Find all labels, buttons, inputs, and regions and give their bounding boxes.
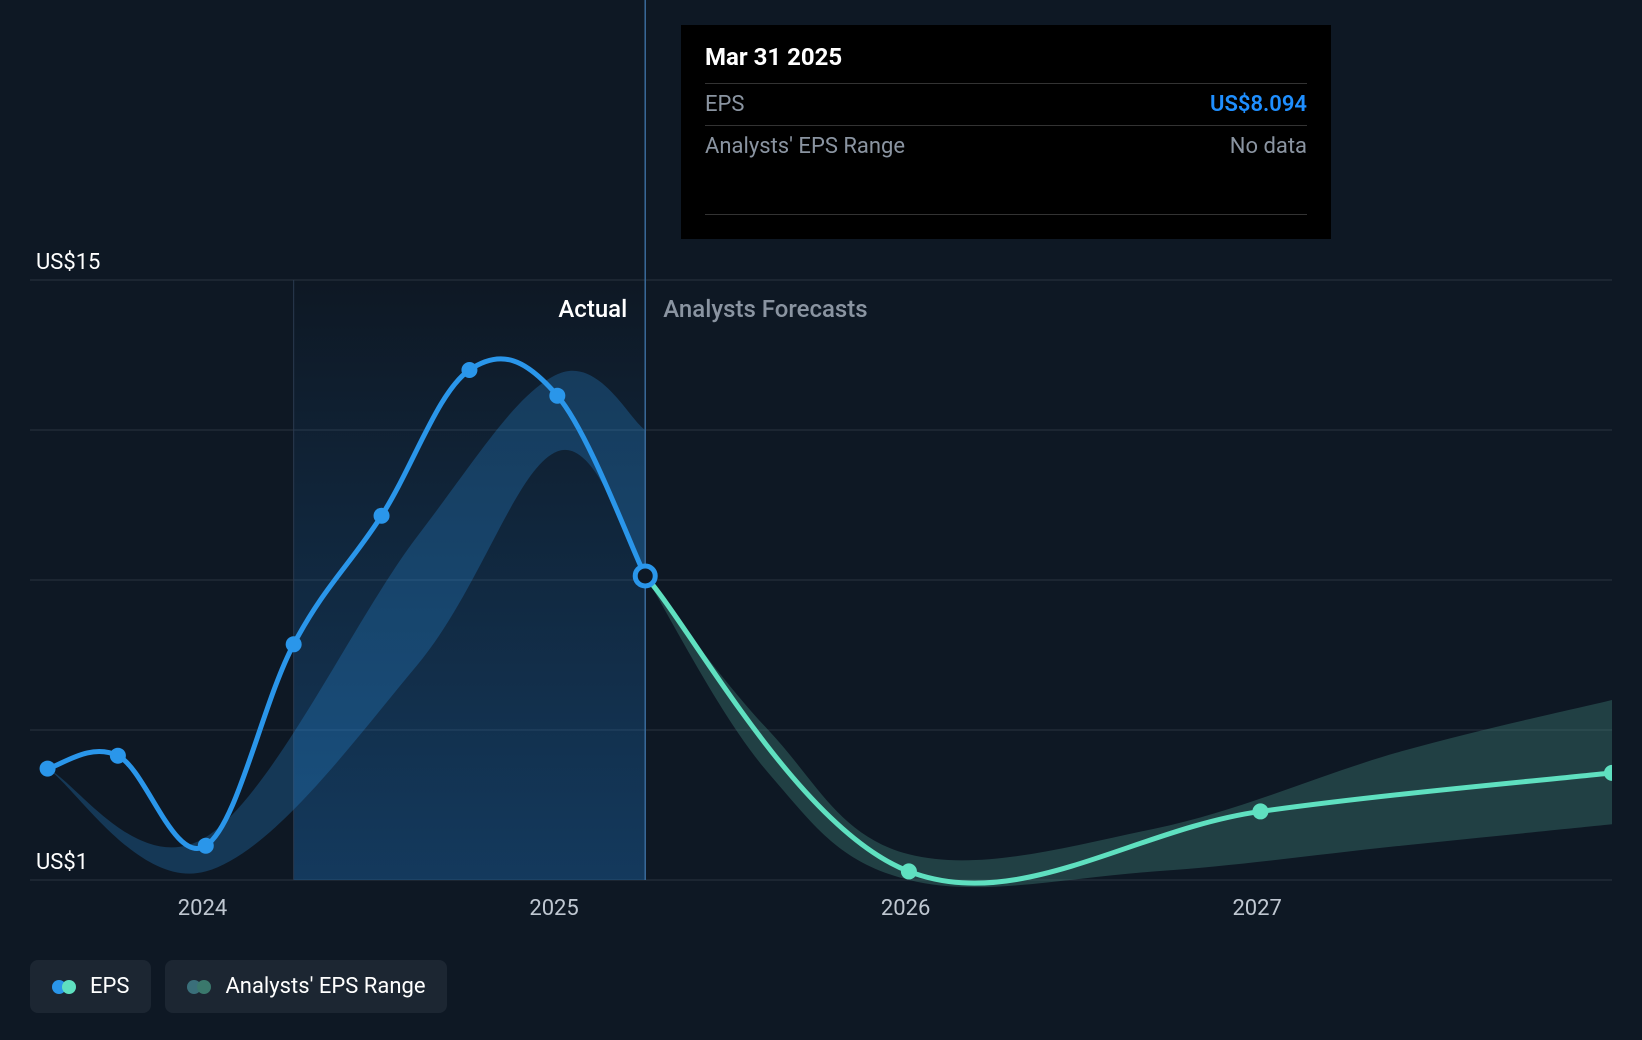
- tooltip-row-label: EPS: [705, 92, 744, 117]
- legend-dot: [197, 980, 211, 994]
- tooltip-row-eps: EPS US$8.094: [705, 83, 1307, 125]
- tooltip-row-label: Analysts' EPS Range: [705, 134, 905, 159]
- section-label-actual: Actual: [558, 295, 627, 323]
- legend-item-range[interactable]: Analysts' EPS Range: [165, 960, 447, 1013]
- tooltip-row-value: No data: [1230, 134, 1307, 159]
- legend-dots: [187, 980, 211, 994]
- section-label-forecast: Analysts Forecasts: [663, 295, 867, 323]
- tooltip-spacer: [705, 167, 1307, 215]
- legend-item-eps[interactable]: EPS: [30, 960, 151, 1013]
- legend-dot: [62, 980, 76, 994]
- tooltip-date: Mar 31 2025: [705, 43, 1307, 83]
- x-tick-label: 2025: [529, 896, 578, 921]
- hover-tooltip: Mar 31 2025 EPS US$8.094 Analysts' EPS R…: [681, 25, 1331, 239]
- x-tick-label: 2027: [1232, 896, 1281, 921]
- legend-dots: [52, 980, 76, 994]
- tooltip-row-range: Analysts' EPS Range No data: [705, 125, 1307, 167]
- chart-legend: EPS Analysts' EPS Range: [30, 960, 447, 1013]
- x-tick-label: 2026: [881, 896, 930, 921]
- legend-label: EPS: [90, 974, 129, 999]
- x-tick-label: 2024: [178, 896, 227, 921]
- y-tick-label: US$15: [36, 250, 100, 275]
- y-tick-label: US$1: [36, 850, 88, 875]
- tooltip-row-value: US$8.094: [1210, 92, 1307, 117]
- legend-label: Analysts' EPS Range: [225, 974, 425, 999]
